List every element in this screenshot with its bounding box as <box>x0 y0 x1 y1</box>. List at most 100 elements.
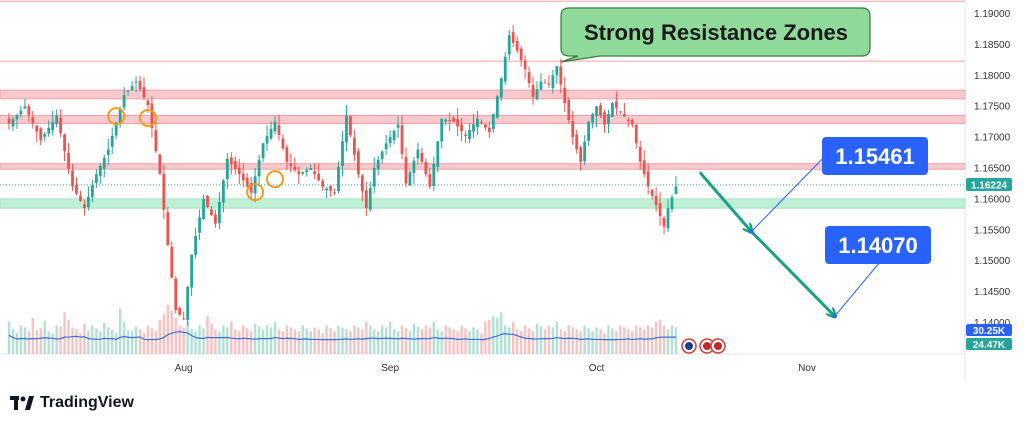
volume-bar <box>23 327 27 354</box>
candle-body <box>47 127 51 134</box>
candle-body <box>539 81 543 90</box>
volume-bar <box>567 325 570 354</box>
volume-bar <box>202 328 205 354</box>
candle-body <box>23 106 27 109</box>
candle-body <box>567 99 571 121</box>
price-tick-label: 1.19000 <box>974 9 1011 20</box>
candle-body <box>221 180 225 203</box>
volume-bar <box>107 327 110 354</box>
candle-body <box>229 157 233 164</box>
candle-body <box>309 168 313 170</box>
candle-body <box>356 151 360 175</box>
candle-body <box>595 106 598 116</box>
volume-bar <box>126 330 130 354</box>
candle-body <box>396 124 400 128</box>
volume-bar <box>11 329 15 354</box>
volume-bar <box>91 325 94 354</box>
candle-body <box>452 117 456 122</box>
volume-bar <box>313 327 316 354</box>
volume-bar <box>476 329 479 354</box>
candle-body <box>476 118 479 127</box>
candle-body <box>345 115 348 143</box>
volume-bar <box>559 329 563 354</box>
candle-body <box>59 118 63 134</box>
candle-body <box>337 166 340 191</box>
volume-bar <box>480 333 483 354</box>
candle-body <box>313 171 317 175</box>
candle-body <box>71 170 74 187</box>
candle-body <box>360 175 364 192</box>
candle-body <box>654 195 658 206</box>
volume-bar <box>281 331 285 354</box>
volume-bar <box>31 317 35 354</box>
candle-body <box>285 147 289 162</box>
time-tick-label: Oct <box>589 363 605 374</box>
candle-body <box>626 120 630 122</box>
volume-bar <box>519 331 523 354</box>
volume-bar <box>440 331 443 354</box>
candle-body <box>630 119 634 125</box>
volume-bar <box>114 333 118 354</box>
candle-body <box>87 196 90 208</box>
candle-body <box>305 170 309 173</box>
volume-bar <box>627 329 630 354</box>
volume-bar <box>662 325 666 354</box>
candle-body <box>464 134 467 136</box>
volume-bar <box>603 333 606 354</box>
volume-bar <box>15 333 19 354</box>
volume-bar <box>138 329 142 354</box>
candle-body <box>662 217 666 227</box>
volume-bar <box>396 331 400 354</box>
candle-body <box>432 163 436 186</box>
candle-body <box>428 174 432 187</box>
candle-body <box>43 134 47 137</box>
volume-bar <box>571 327 574 354</box>
economic-event-icons[interactable] <box>681 338 726 354</box>
candle-body <box>487 127 491 133</box>
volume-bar <box>484 321 487 354</box>
volume-bar <box>150 328 154 354</box>
circle-marker-1 <box>138 108 157 127</box>
candle-body <box>202 198 205 220</box>
volume-ma-line <box>8 331 676 341</box>
candle-body <box>182 318 186 320</box>
volume-bar <box>674 327 678 354</box>
volume-bar <box>341 327 344 354</box>
target-1-value: 1.15461 <box>835 144 915 169</box>
volume-bar <box>297 331 301 354</box>
candle-body <box>83 204 86 209</box>
candle-body <box>424 161 428 175</box>
price-tick-label: 1.18500 <box>974 40 1011 51</box>
volume-bar <box>456 331 459 354</box>
candle-body <box>154 130 158 152</box>
candle-body <box>162 173 166 210</box>
volume-bar <box>51 333 54 354</box>
volume-bar <box>587 328 590 354</box>
volume-bar <box>361 329 364 354</box>
price-chart[interactable]: 1.19000 1.18500 1.18000 1.17500 1.17000 1.165… <box>0 0 1024 380</box>
volume-value-1: 30.25K <box>973 326 1006 337</box>
candle-body <box>444 119 448 122</box>
candle-body <box>416 149 420 159</box>
candle-body <box>110 135 114 147</box>
volume-bar <box>269 327 273 354</box>
volume-bar <box>63 312 66 354</box>
candle-body <box>400 125 404 155</box>
volume-bar <box>321 333 324 354</box>
volume-bar <box>285 325 289 354</box>
candle-body <box>321 181 325 187</box>
candle-body <box>170 246 174 278</box>
candle-body <box>206 196 209 208</box>
volume-bar <box>99 331 102 354</box>
candle-body <box>265 136 269 144</box>
candle-body <box>642 160 646 175</box>
volume-bar <box>615 331 618 354</box>
volume-bar <box>122 321 126 354</box>
volume-bar <box>333 331 336 354</box>
volume-bar <box>35 330 38 354</box>
candle-body <box>507 35 511 55</box>
candle-body <box>480 122 483 124</box>
volume-bar <box>19 325 23 354</box>
volume-bar <box>392 329 396 354</box>
volume-bar <box>424 325 428 354</box>
